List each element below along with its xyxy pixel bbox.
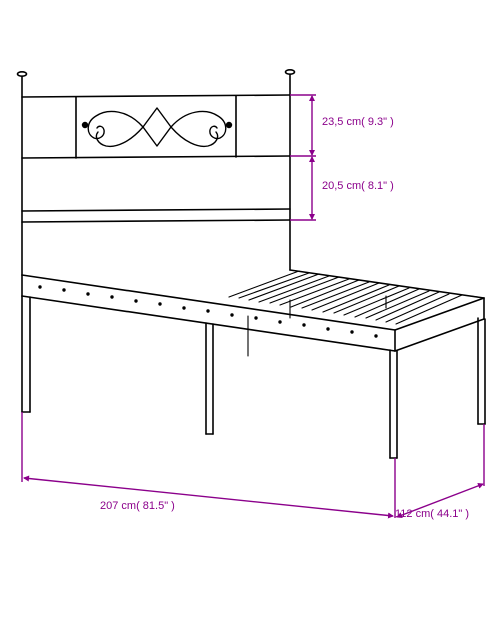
dim-headboard-lower: 20,5 cm( 8.1" ) [322, 180, 394, 192]
bed-frame-drawing [0, 0, 500, 641]
dim-headboard-upper: 23,5 cm( 9.3" ) [322, 116, 394, 128]
dim-width: 112 cm( 44.1" ) [395, 508, 469, 520]
diagram-canvas: 23,5 cm( 9.3" ) 20,5 cm( 8.1" ) 207 cm( … [0, 0, 500, 641]
dim-length: 207 cm( 81.5" ) [100, 500, 175, 512]
